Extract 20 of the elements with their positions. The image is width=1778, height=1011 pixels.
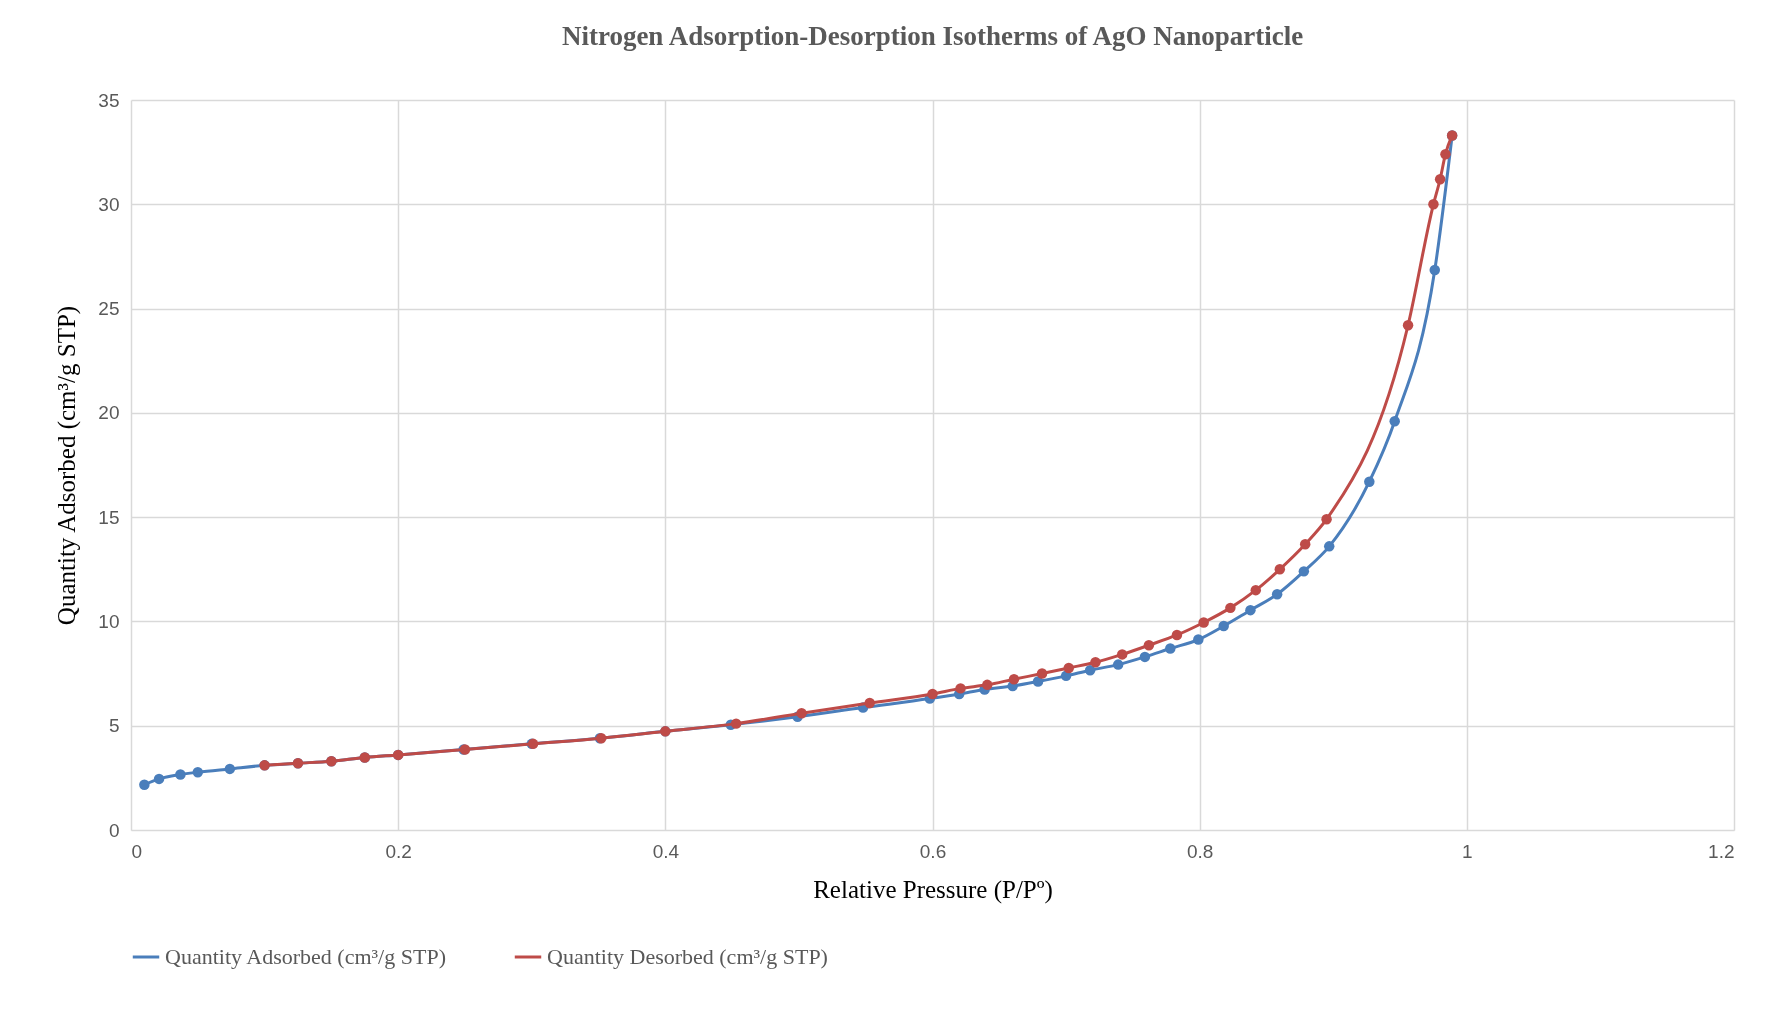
x-tick-label: 1.2 bbox=[1708, 840, 1735, 862]
x-tick-label: 1 bbox=[1462, 840, 1473, 862]
y-axis-title: Quantity Adsorbed (cm³/g STP) bbox=[53, 305, 82, 626]
chart-title: Nitrogen Adsorption-Desorption Isotherms of AgO Nanoparticle bbox=[561, 21, 1304, 51]
x-tick-label: 0 bbox=[131, 840, 143, 862]
x-tick-label: 0.8 bbox=[1186, 840, 1214, 862]
y-tick-label: 35 bbox=[98, 89, 120, 111]
x-axis-title: Relative Pressure (P/Pº) bbox=[813, 875, 1053, 904]
y-tick-label: 0 bbox=[108, 819, 120, 841]
y-tick-label: 15 bbox=[98, 506, 120, 528]
legend-label: Quantity Desorbed (cm³/g STP) bbox=[547, 944, 828, 969]
y-tick-label: 10 bbox=[98, 610, 120, 632]
x-tick-label: 0.6 bbox=[919, 840, 947, 862]
y-tick-label: 5 bbox=[108, 715, 120, 737]
legend-label: Quantity Adsorbed (cm³/g STP) bbox=[165, 944, 446, 969]
x-tick-label: 0.4 bbox=[652, 840, 680, 862]
x-tick-label: 0.2 bbox=[385, 840, 412, 862]
y-tick-label: 25 bbox=[98, 298, 120, 320]
y-tick-label: 20 bbox=[98, 402, 120, 424]
y-tick-label: 30 bbox=[98, 193, 120, 215]
